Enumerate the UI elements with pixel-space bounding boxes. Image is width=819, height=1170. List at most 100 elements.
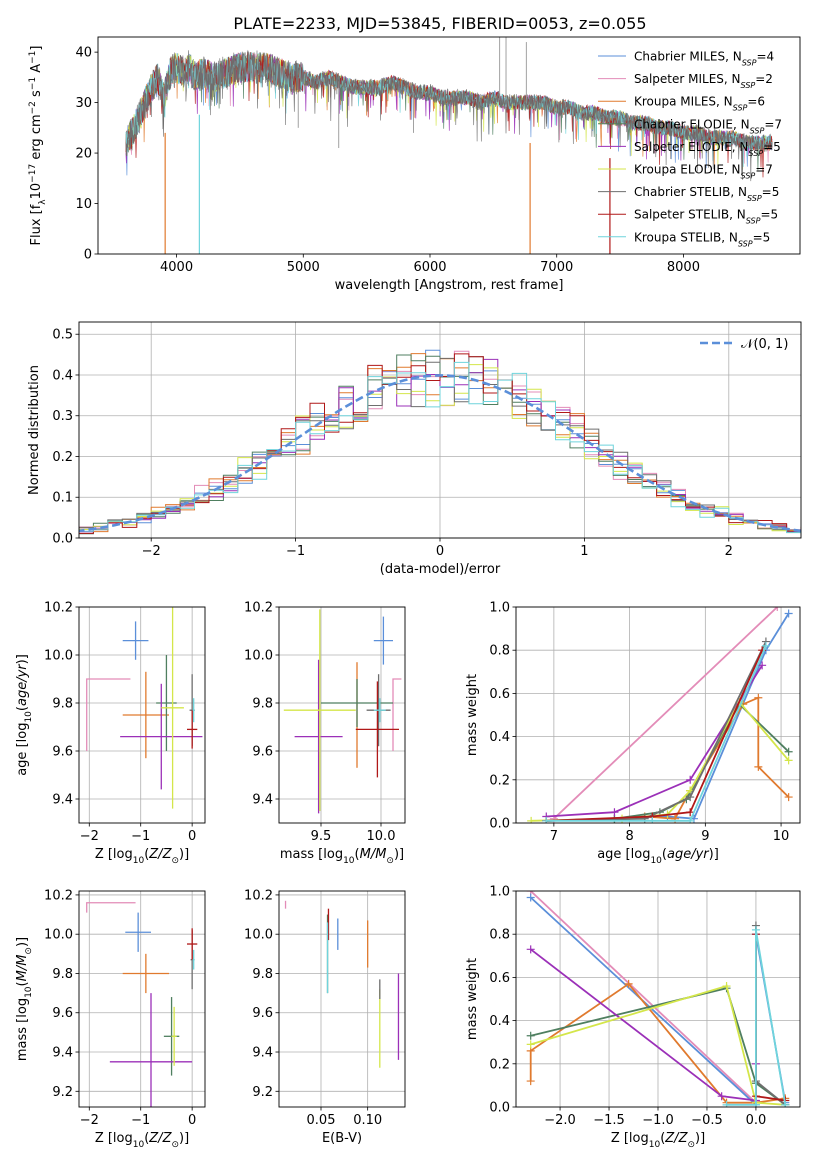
y-tick-label: 9.8 bbox=[52, 967, 73, 982]
mass-weight-line bbox=[530, 891, 757, 1104]
data-point bbox=[192, 949, 195, 970]
legend-entry: Salpeter STELIB, NSSP=5 bbox=[634, 208, 778, 226]
y-axis-label: mass weight bbox=[465, 958, 480, 1040]
x-tick-label: 0.05 bbox=[307, 1113, 336, 1128]
mass-weight-marker bbox=[717, 1092, 726, 1101]
x-axis-label: Z [log10(Z/Z⊙)] bbox=[95, 1131, 189, 1150]
model-spectrum-line bbox=[125, 52, 773, 164]
x-tick-label: 7000 bbox=[540, 260, 573, 275]
y-tick-label: 0.0 bbox=[52, 532, 73, 547]
mass-weight-series bbox=[542, 609, 793, 823]
x-tick-label: 9.5 bbox=[311, 829, 332, 844]
mass-weight-marker bbox=[758, 661, 767, 670]
massweight-vs-age-panel: 7 8 9 10 0.0 0.2 0.4 0.6 0.8 1.0 age [log10(age/yr… bbox=[465, 601, 801, 866]
figure-title: PLATE=2233, MJD=53845, FIBERID=0053, z=0… bbox=[233, 14, 646, 33]
mass-weight-series bbox=[542, 693, 793, 823]
y-axis-label: mass [log10(M/M⊙)] bbox=[15, 937, 34, 1061]
x-tick-label: −2 bbox=[80, 829, 99, 844]
x-tick-label: 8000 bbox=[667, 260, 700, 275]
y-tick-label: 9.6 bbox=[252, 745, 273, 760]
mass-weight-marker bbox=[784, 756, 793, 765]
mass-weight-marker bbox=[754, 762, 763, 771]
data-point bbox=[373, 616, 393, 665]
data-point bbox=[109, 993, 193, 1107]
error-bracket bbox=[86, 678, 131, 751]
age-vs-mass-panel: 9.5 10.0 9.4 9.6 9.8 10.0 10.2 mass [log10(M/M⊙… bbox=[244, 601, 406, 866]
y-tick-label: 9.6 bbox=[52, 745, 73, 760]
x-tick-label: −0.5 bbox=[691, 1113, 723, 1128]
mass-weight-marker bbox=[784, 609, 793, 618]
x-tick-label: 0 bbox=[188, 829, 196, 844]
mass-weight-marker bbox=[761, 641, 770, 650]
mass-weight-marker bbox=[542, 816, 551, 823]
mass-weight-marker bbox=[610, 808, 619, 817]
axes-frame bbox=[278, 606, 406, 824]
x-tick-label: −2 bbox=[80, 1113, 99, 1128]
legend-entry: Kroupa MILES, NSSP=6 bbox=[634, 95, 765, 113]
x-tick-label: 1 bbox=[580, 544, 588, 559]
mass-vs-metallicity-panel: −2 −1 0 9.2 9.4 9.6 9.8 10.0 10.2 Z [log10(Z/Z⊙)]… bbox=[15, 888, 206, 1150]
x-tick-label: −1 bbox=[131, 829, 150, 844]
data-point bbox=[161, 607, 184, 809]
data-point bbox=[355, 681, 399, 778]
data-point bbox=[283, 609, 356, 811]
mass-weight-line bbox=[553, 607, 778, 820]
y-tick-label: 20 bbox=[75, 147, 92, 162]
y-tick-label: 9.2 bbox=[252, 1085, 273, 1100]
y-tick-label: 9.8 bbox=[52, 697, 73, 712]
x-tick-label: 0.10 bbox=[353, 1113, 382, 1128]
x-tick-label: 10.0 bbox=[367, 829, 396, 844]
y-axis-label: Flux [fλ10−17 erg cm−2 s−1 A−1] bbox=[28, 46, 48, 246]
error-bracket bbox=[392, 678, 402, 751]
mass-weight-line bbox=[546, 645, 767, 822]
x-axis-label: (data-model)/error bbox=[380, 562, 501, 577]
mass-weight-line bbox=[546, 641, 767, 822]
mass-weight-marker bbox=[781, 1100, 790, 1107]
data-point bbox=[187, 710, 198, 749]
data-point bbox=[321, 679, 393, 727]
axes-frame bbox=[78, 890, 206, 1108]
mass-weight-series bbox=[542, 700, 793, 823]
mass-weight-marker bbox=[624, 979, 633, 988]
legend-entry: Kroupa STELIB, NSSP=5 bbox=[634, 230, 770, 248]
data-point bbox=[156, 655, 177, 751]
mass-weight-marker bbox=[751, 1100, 760, 1107]
mass-weight-marker bbox=[722, 1100, 731, 1107]
mass-weight-marker bbox=[686, 816, 695, 823]
mass-weight-marker bbox=[784, 747, 793, 756]
legend-entry: Kroupa ELODIE, NSSP=7 bbox=[634, 163, 773, 181]
y-tick-label: 10.2 bbox=[244, 601, 273, 616]
y-tick-label: 0 bbox=[84, 248, 92, 263]
y-tick-label: 10.0 bbox=[244, 649, 273, 664]
x-tick-label: 7 bbox=[550, 829, 558, 844]
mass-weight-series bbox=[722, 925, 790, 1107]
data-point bbox=[373, 698, 386, 723]
y-tick-label: 9.8 bbox=[252, 697, 273, 712]
plot-area bbox=[526, 891, 790, 1107]
x-tick-label: 4000 bbox=[160, 260, 193, 275]
mass-weight-marker bbox=[784, 793, 793, 802]
y-tick-label: 9.4 bbox=[252, 793, 273, 808]
grid-lines bbox=[79, 891, 205, 1107]
x-axis-label: wavelength [Angstrom, rest frame] bbox=[335, 278, 564, 293]
x-tick-label: 10 bbox=[773, 829, 790, 844]
plot-area bbox=[86, 607, 203, 809]
legend-entry: Chabrier STELIB, NSSP=5 bbox=[634, 185, 779, 203]
mass-vs-ebv-panel: 0.05 0.10 9.2 9.4 9.6 9.8 10.0 10.2 E(B-V) bbox=[244, 888, 406, 1146]
y-tick-label: 0.1 bbox=[52, 491, 73, 506]
mass-weight-marker bbox=[686, 775, 695, 784]
data-spectrum-line bbox=[125, 49, 773, 182]
y-tick-label: 9.6 bbox=[252, 1006, 273, 1021]
mass-weight-series bbox=[542, 641, 770, 823]
data-point bbox=[125, 912, 151, 952]
mass-weight-line bbox=[546, 664, 763, 818]
legend: Chabrier MILES, NSSP=4 Salpeter MILES, NS… bbox=[598, 50, 782, 248]
mass-weight-line bbox=[530, 948, 757, 1102]
axes-frame bbox=[278, 890, 406, 1108]
mass-weight-marker bbox=[526, 1040, 535, 1049]
y-tick-label: 0.8 bbox=[489, 644, 510, 659]
y-axis-label: age [log10(age/yr)] bbox=[15, 654, 34, 776]
y-tick-label: 10 bbox=[75, 197, 92, 212]
data-point bbox=[122, 621, 149, 660]
data-point bbox=[86, 678, 131, 751]
